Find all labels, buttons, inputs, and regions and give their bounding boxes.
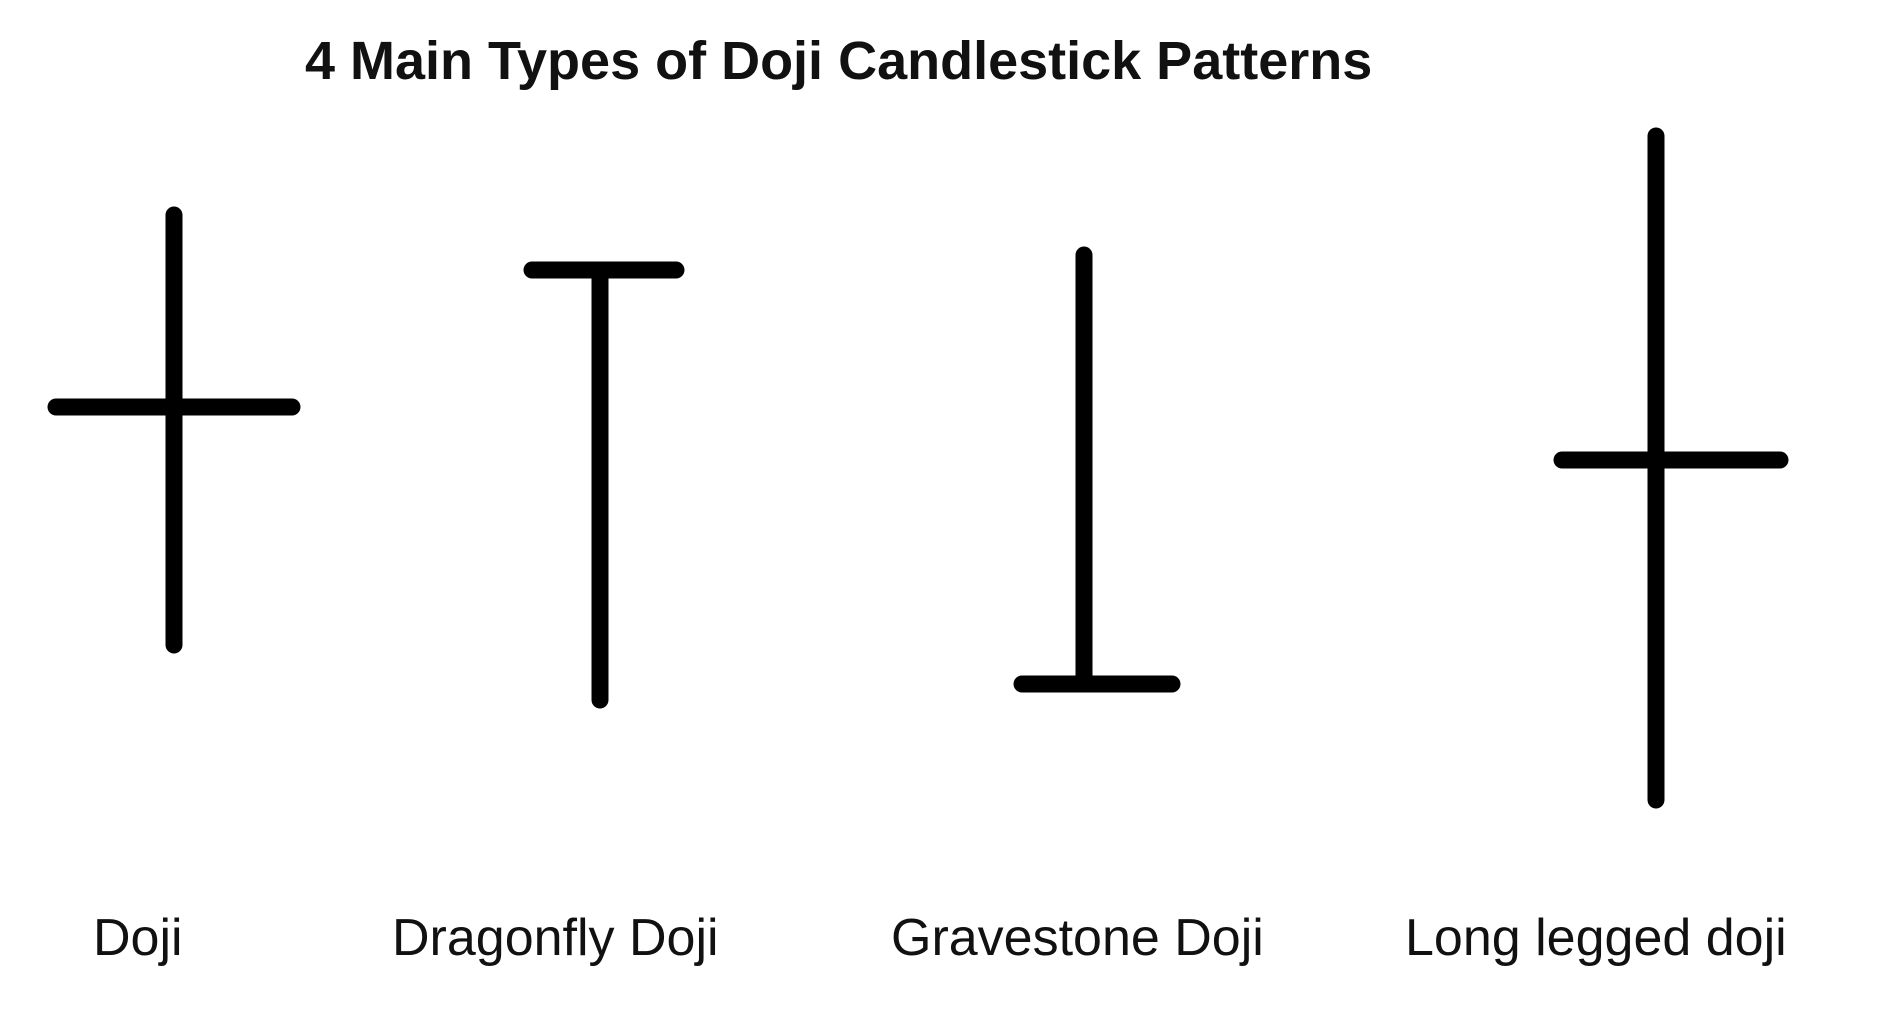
page-title: 4 Main Types of Doji Candlestick Pattern… <box>305 31 1373 91</box>
dragonfly-doji-label: Dragonfly Doji <box>392 909 719 967</box>
gravestone-doji-symbol <box>1013 246 1181 693</box>
long-legged-doji-symbol <box>1553 127 1789 809</box>
gravestone-doji-label: Gravestone Doji <box>891 909 1264 967</box>
doji-label: Doji <box>93 909 183 967</box>
dragonfly-doji-symbol <box>523 261 685 709</box>
long-legged-doji-label: Long legged doji <box>1405 909 1787 967</box>
doji-symbol <box>47 206 301 654</box>
